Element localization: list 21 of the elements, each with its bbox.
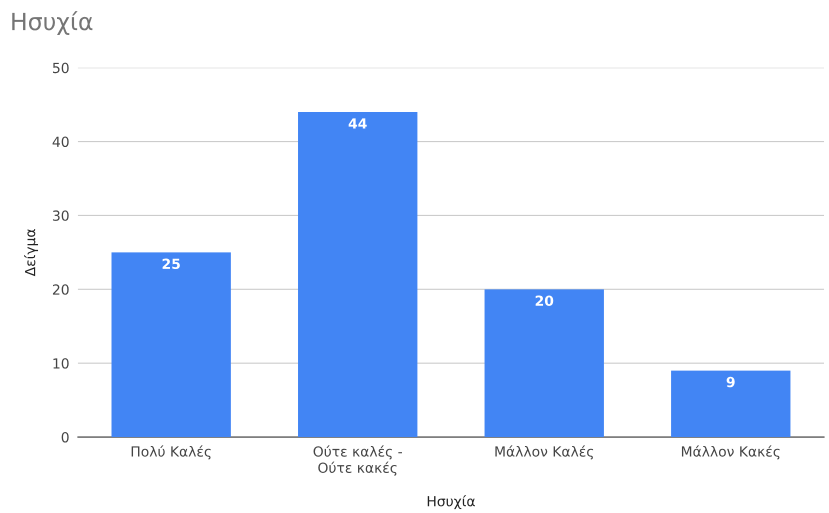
y-tick-label: 30 bbox=[52, 210, 69, 221]
y-tick-label: 40 bbox=[52, 136, 69, 148]
x-tick-label: Μάλλον Κακές bbox=[682, 445, 780, 460]
x-tick-label: Μάλλον Καλές bbox=[495, 445, 594, 460]
data-label: 9 bbox=[726, 376, 735, 388]
y-tick-label: 50 bbox=[52, 62, 69, 74]
y-tick-label: 0 bbox=[62, 432, 69, 443]
y-tick-label: 10 bbox=[53, 358, 69, 369]
bar bbox=[484, 289, 604, 438]
bar bbox=[671, 370, 790, 438]
y-axis-title: Δείγμα bbox=[24, 229, 38, 276]
bar bbox=[298, 112, 418, 438]
y-tick-label: 20 bbox=[52, 284, 69, 295]
x-tick-label: Ούτε καλές - Ούτε κακές bbox=[314, 445, 402, 476]
chart-title: Ησυχία bbox=[12, 11, 92, 35]
data-label: 44 bbox=[348, 118, 367, 128]
bar bbox=[112, 252, 231, 438]
x-axis-title: Ησυχία bbox=[428, 495, 475, 510]
data-label: 20 bbox=[536, 295, 554, 306]
data-label: 25 bbox=[162, 258, 180, 270]
x-tick-label: Πολύ Καλές bbox=[132, 445, 211, 460]
